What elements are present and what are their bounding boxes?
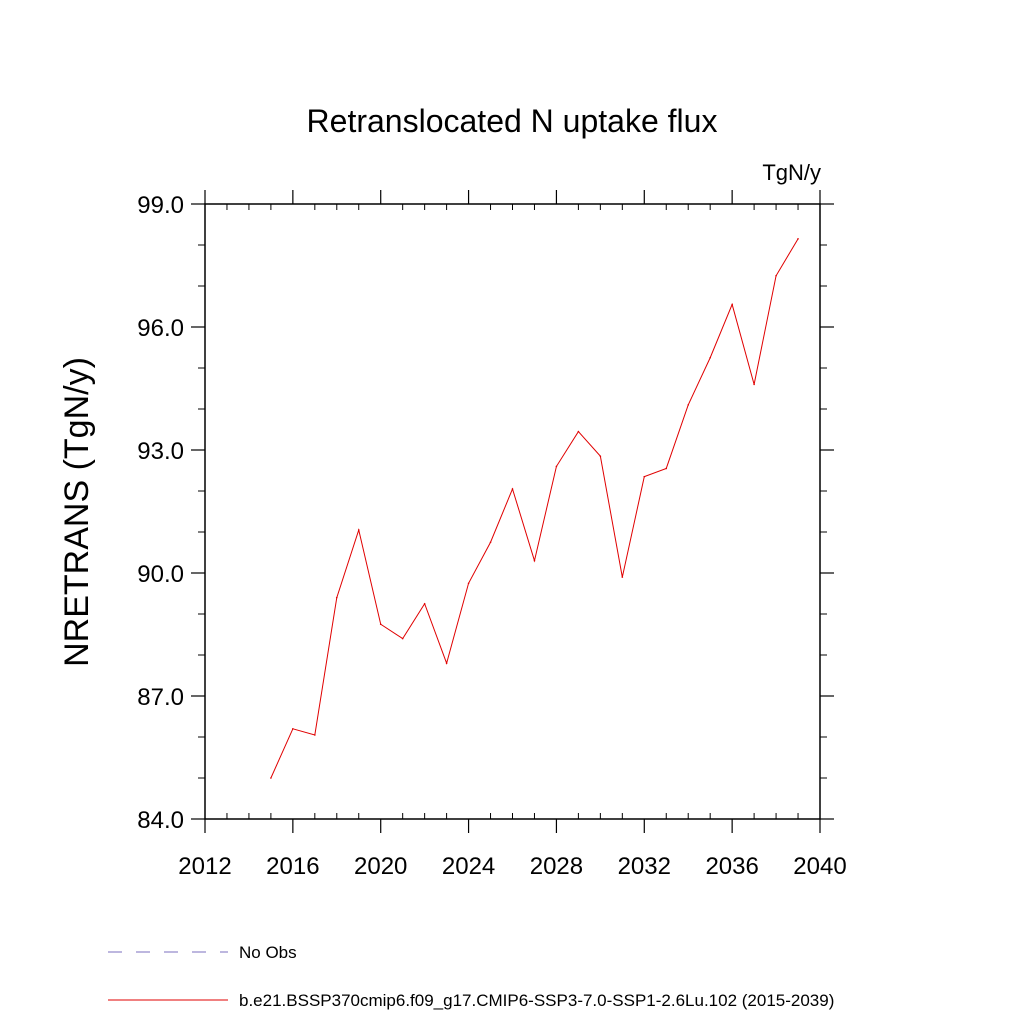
data-point [489, 541, 492, 544]
data-point [709, 356, 711, 359]
x-tick-label: 2012 [178, 853, 231, 880]
data-point [775, 274, 777, 277]
legend: No Obs b.e21.BSSP370cmip6.f09_g17.CMIP6-… [108, 943, 834, 1010]
x-tick-label: 2024 [442, 853, 495, 880]
y-tick-label: 99.0 [137, 192, 184, 219]
y-tick-label: 84.0 [137, 807, 184, 834]
y-tick-label: 93.0 [137, 438, 184, 465]
y-tick-label: 96.0 [137, 315, 184, 342]
data-point [577, 430, 580, 433]
data-point [797, 238, 799, 240]
data-point [753, 383, 755, 386]
data-point [665, 467, 668, 470]
x-tick-label: 2016 [266, 853, 319, 880]
data-point [643, 475, 646, 478]
data-point [314, 734, 316, 736]
data-point [511, 488, 514, 490]
data-point [555, 465, 558, 468]
data-point [423, 602, 426, 605]
plot-frame [204, 203, 821, 820]
data-point [357, 529, 360, 531]
units-label: TgN/y [762, 160, 821, 185]
axis-ticks: 2012 2016 2020 2024 2028 2032 2036 2040 84.0 87.0… [137, 190, 847, 880]
x-tick-label: 2040 [793, 853, 846, 880]
data-point [599, 455, 602, 457]
data-point [445, 662, 448, 664]
x-tick-label: 2032 [618, 853, 671, 880]
data-point [687, 404, 690, 406]
data-point [731, 303, 733, 306]
data-point [621, 576, 624, 578]
x-tick-label: 2028 [530, 853, 583, 880]
series-line [270, 238, 799, 779]
x-tick-label: 2020 [354, 853, 407, 880]
data-point [335, 596, 338, 599]
data-point [379, 623, 382, 626]
y-axis-label: NRETRANS (TgN/y) [58, 357, 96, 667]
data-point [467, 582, 470, 585]
data-point [292, 728, 294, 730]
x-tick-label: 2036 [705, 853, 758, 880]
chart-title: Retranslocated N uptake flux [307, 103, 718, 139]
legend-label-no-obs: No Obs [239, 943, 297, 962]
y-tick-label: 90.0 [137, 561, 184, 588]
data-point [533, 559, 536, 562]
data-point [270, 777, 272, 779]
series-layer [270, 238, 799, 779]
y-tick-label: 87.0 [137, 684, 184, 711]
data-point [401, 637, 404, 640]
legend-label-series: b.e21.BSSP370cmip6.f09_g17.CMIP6-SSP3-7.… [239, 991, 834, 1010]
